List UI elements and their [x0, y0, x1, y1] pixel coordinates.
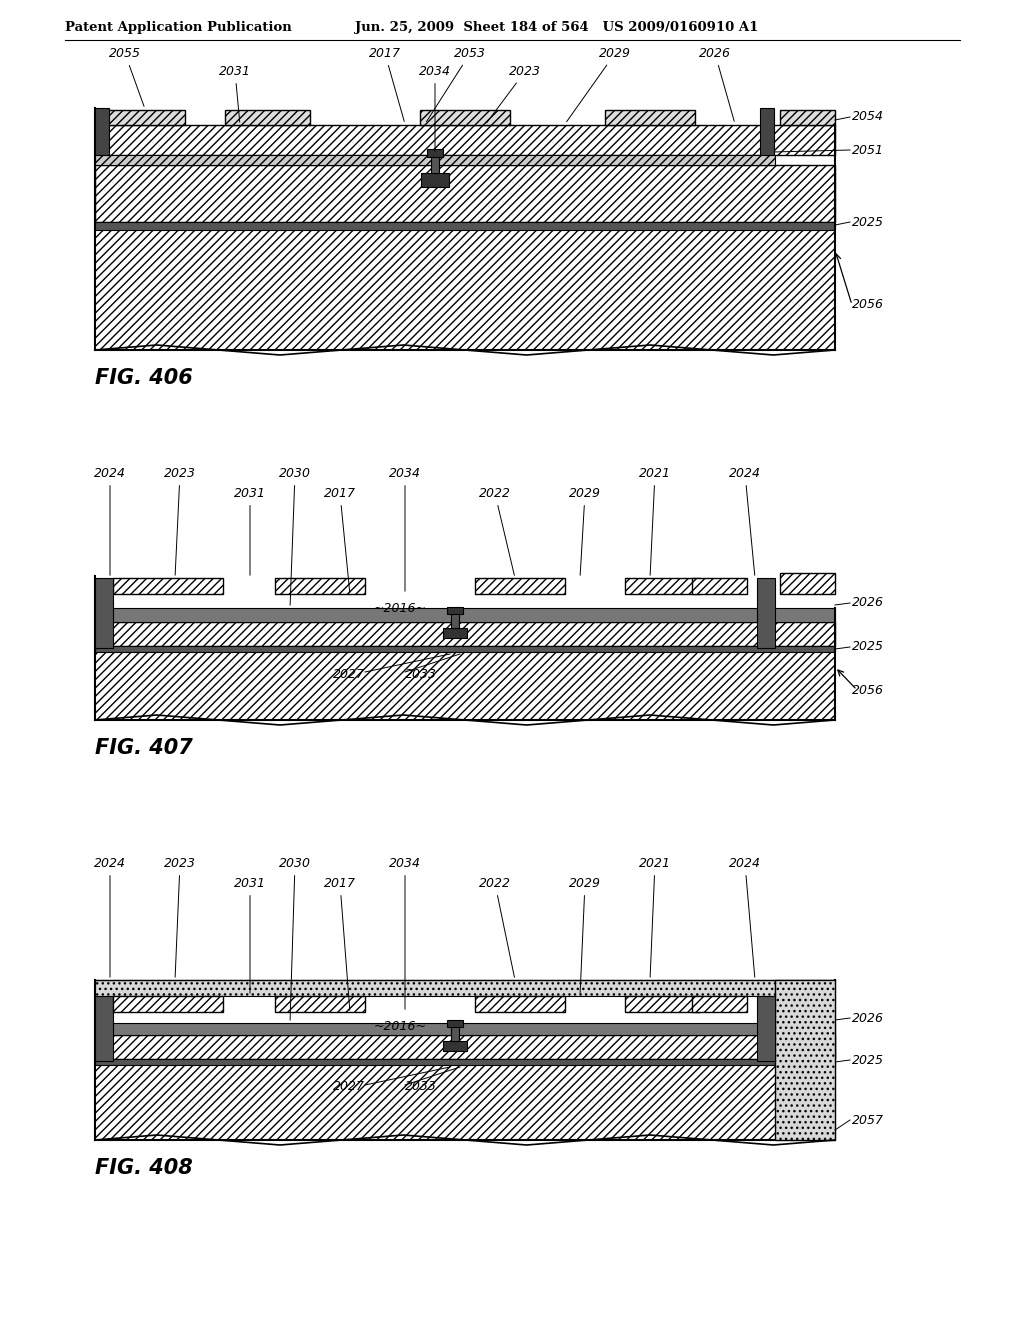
Text: 2033: 2033 [406, 668, 437, 681]
Text: 2021: 2021 [639, 857, 671, 977]
Bar [95, 110, 185, 125]
Bar [451, 1026, 459, 1041]
Text: 2029: 2029 [566, 48, 631, 121]
Bar [780, 573, 835, 594]
Bar [113, 997, 223, 1012]
Text: 2054: 2054 [852, 111, 884, 124]
Text: 2026: 2026 [852, 1011, 884, 1024]
Text: 2024: 2024 [729, 857, 761, 977]
Bar [692, 578, 746, 594]
Text: 2033: 2033 [406, 1081, 437, 1093]
Bar [475, 997, 565, 1012]
Bar [692, 997, 746, 1012]
Bar [95, 154, 775, 165]
Bar [95, 645, 835, 652]
Text: ~2016~: ~2016~ [374, 1020, 427, 1034]
Bar [95, 652, 835, 719]
Bar [427, 149, 443, 157]
Bar [95, 979, 775, 997]
Text: 2026: 2026 [699, 48, 734, 121]
Text: 2024: 2024 [729, 467, 761, 576]
Text: 2027: 2027 [333, 668, 365, 681]
Bar [95, 108, 109, 154]
Bar [475, 578, 565, 594]
Bar [95, 1035, 835, 1059]
Bar [447, 607, 463, 614]
Text: 2022: 2022 [479, 876, 514, 977]
Text: 2017: 2017 [369, 48, 404, 121]
Bar [625, 578, 700, 594]
Text: 2056: 2056 [852, 684, 884, 697]
Bar [431, 154, 439, 173]
Text: Jun. 25, 2009  Sheet 184 of 564   US 2009/0160910 A1: Jun. 25, 2009 Sheet 184 of 564 US 2009/0… [355, 21, 759, 33]
Text: 2031: 2031 [219, 65, 251, 123]
Bar [275, 578, 365, 594]
Text: 2025: 2025 [852, 640, 884, 653]
Text: 2024: 2024 [94, 857, 126, 977]
Text: 2055: 2055 [109, 48, 144, 107]
Text: 2024: 2024 [94, 467, 126, 576]
Bar [757, 997, 775, 1061]
Bar [443, 1041, 467, 1051]
Text: 2051: 2051 [852, 144, 884, 157]
Text: 2053: 2053 [426, 48, 486, 121]
Text: 2021: 2021 [639, 467, 671, 576]
Text: 2017: 2017 [324, 876, 356, 1010]
Text: ~2016~: ~2016~ [374, 602, 427, 615]
Text: 2026: 2026 [852, 597, 884, 610]
Bar [95, 578, 113, 648]
Text: FIG. 406: FIG. 406 [95, 368, 193, 388]
Text: 2034: 2034 [389, 857, 421, 1010]
Text: 2057: 2057 [852, 1114, 884, 1126]
Bar [780, 110, 835, 125]
Bar [443, 628, 467, 638]
Bar [113, 578, 223, 594]
Text: 2022: 2022 [479, 487, 514, 576]
Text: FIG. 408: FIG. 408 [95, 1158, 193, 1177]
Bar [225, 110, 310, 125]
Text: 2031: 2031 [234, 487, 266, 576]
Bar [95, 125, 835, 154]
Bar [95, 1059, 835, 1065]
Text: 2056: 2056 [852, 298, 884, 312]
Text: 2034: 2034 [389, 467, 421, 591]
Bar [95, 1065, 835, 1140]
Text: 2023: 2023 [164, 857, 196, 977]
Bar [605, 110, 695, 125]
Bar [95, 609, 835, 622]
Bar [95, 1023, 835, 1035]
Text: 2017: 2017 [324, 487, 356, 593]
Bar [760, 108, 774, 154]
Text: 2030: 2030 [279, 857, 311, 1020]
Text: 2030: 2030 [279, 467, 311, 606]
Bar [775, 979, 835, 1140]
Bar [95, 622, 835, 645]
Bar [95, 997, 113, 1061]
Text: Patent Application Publication: Patent Application Publication [65, 21, 292, 33]
Bar [421, 173, 449, 187]
Text: FIG. 407: FIG. 407 [95, 738, 193, 758]
Bar [757, 578, 775, 648]
Bar [625, 997, 700, 1012]
Bar [420, 110, 510, 125]
Text: 2034: 2034 [419, 65, 451, 152]
Text: 2023: 2023 [486, 65, 541, 123]
Bar [447, 1020, 463, 1027]
Bar [451, 612, 459, 628]
Text: 2029: 2029 [569, 487, 601, 576]
Bar [95, 165, 835, 222]
Text: 2027: 2027 [333, 1081, 365, 1093]
Text: 2025: 2025 [852, 1053, 884, 1067]
Text: 2031: 2031 [234, 876, 266, 993]
Text: 2025: 2025 [852, 215, 884, 228]
Text: 2023: 2023 [164, 467, 196, 576]
Bar [95, 230, 835, 350]
Bar [275, 997, 365, 1012]
Bar [95, 222, 835, 230]
Text: 2029: 2029 [569, 876, 601, 993]
